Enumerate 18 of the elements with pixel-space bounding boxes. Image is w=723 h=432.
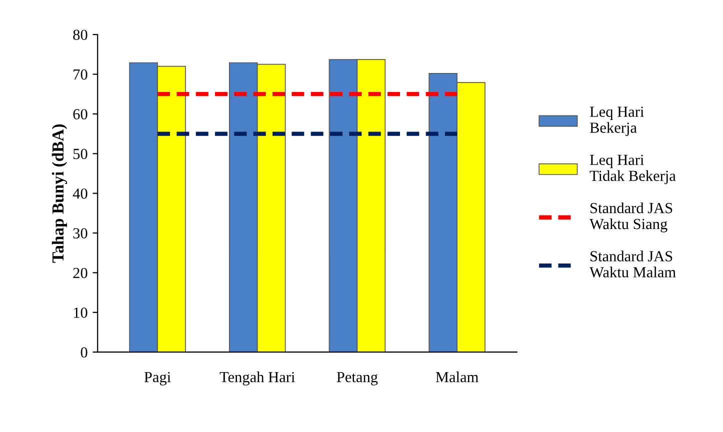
legend-label: Standard JAS Waktu Malam bbox=[590, 250, 676, 278]
legend-label: Leq Hari Bekerja bbox=[590, 106, 644, 136]
y-tick-label: 40 bbox=[72, 188, 88, 199]
legend-label: Standard JAS Waktu Siang bbox=[590, 202, 672, 232]
x-tick-label: Tengah Hari bbox=[220, 372, 295, 386]
y-tick-label: 30 bbox=[73, 228, 88, 238]
y-tick-label: 50 bbox=[73, 148, 88, 160]
legend-label: Leq Hari Tidak Bekerja bbox=[590, 154, 676, 184]
y-tick-label: 60 bbox=[73, 109, 88, 120]
y-tick-label: 0 bbox=[80, 347, 88, 358]
x-tick-label: Pagi bbox=[144, 372, 171, 386]
y-tick-label: 20 bbox=[73, 268, 88, 278]
x-tick-label: Malam bbox=[436, 372, 478, 382]
y-tick-label: 80 bbox=[73, 30, 88, 40]
y-axis-title: Tahap Bunyi (dBA) bbox=[52, 124, 68, 263]
y-tick-label: 10 bbox=[74, 308, 88, 318]
x-tick-label: Petang bbox=[336, 372, 378, 386]
y-tick-label: 70 bbox=[74, 69, 88, 80]
